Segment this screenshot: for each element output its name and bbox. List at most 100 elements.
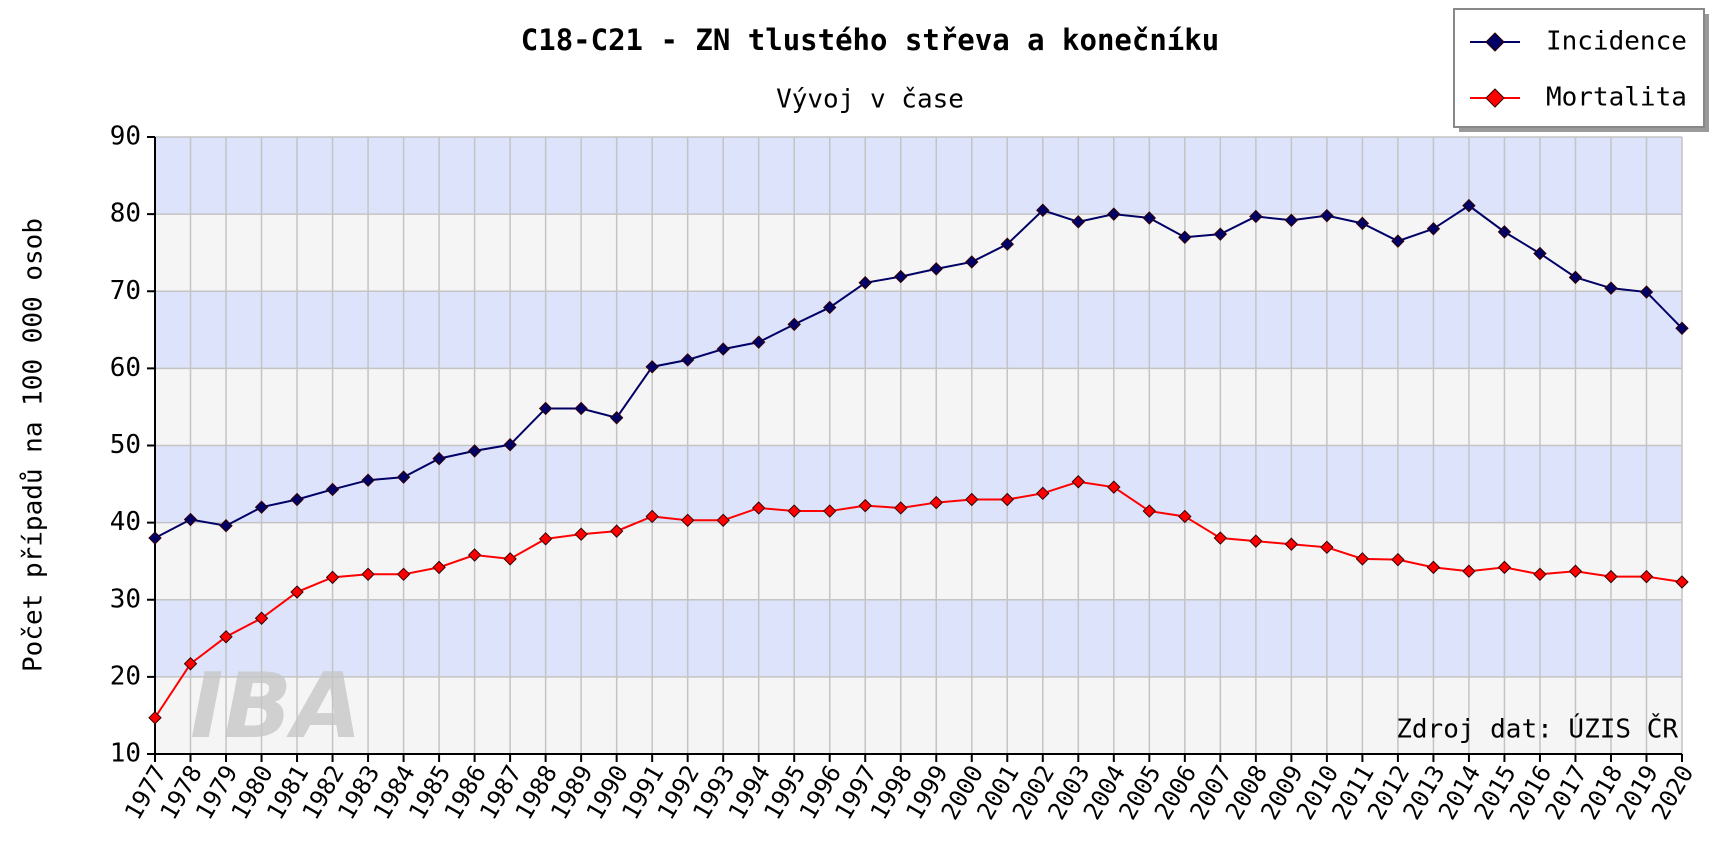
marker [1000, 237, 1014, 251]
legend-label: Incidence [1546, 27, 1687, 57]
marker [1604, 569, 1618, 584]
marker [538, 532, 553, 546]
marker [361, 473, 375, 487]
marker [1391, 552, 1405, 567]
marker [1213, 531, 1228, 545]
y-tick-label: 40 [110, 507, 141, 537]
series-line [154, 480, 1683, 719]
watermark: IBA [190, 654, 362, 759]
marker [219, 519, 233, 533]
y-tick-label: 10 [110, 739, 141, 769]
band [155, 445, 1682, 523]
marker [183, 512, 198, 527]
marker [467, 548, 482, 562]
y-tick-label: 60 [110, 353, 141, 383]
marker [609, 524, 624, 538]
marker [1320, 208, 1334, 223]
marker [751, 501, 766, 515]
marker [1178, 230, 1192, 244]
marker [432, 451, 446, 466]
band [155, 137, 1682, 215]
y-tick-label: 30 [110, 584, 141, 614]
marker [503, 552, 517, 566]
marker [1249, 209, 1263, 224]
band [155, 599, 1682, 677]
marker [290, 585, 304, 599]
band [155, 676, 1682, 754]
marker [823, 504, 837, 518]
marker [396, 470, 411, 484]
marker [787, 317, 801, 332]
marker [1675, 575, 1689, 589]
band [155, 214, 1682, 292]
marker [325, 570, 340, 585]
marker [645, 360, 659, 374]
marker [1568, 564, 1583, 578]
band [155, 522, 1682, 600]
legend-marker [1485, 88, 1505, 108]
marker [1000, 492, 1014, 507]
marker [716, 342, 730, 356]
marker [1426, 222, 1441, 236]
marker [1391, 234, 1405, 248]
marker [219, 630, 233, 644]
y-tick-label: 80 [110, 199, 141, 229]
marker [1284, 213, 1299, 228]
marker [1249, 534, 1263, 548]
marker [823, 300, 837, 315]
marker [574, 401, 588, 416]
marker [894, 269, 908, 284]
marker [929, 262, 943, 276]
marker [1497, 560, 1512, 575]
y-tick-label: 70 [110, 276, 141, 306]
marker [1213, 227, 1228, 241]
marker [1568, 270, 1583, 285]
marker [929, 495, 943, 510]
marker [325, 482, 340, 497]
marker [1036, 486, 1050, 501]
marker [751, 335, 766, 349]
marker [183, 657, 198, 671]
legend [1453, 8, 1705, 128]
y-tick-label: 90 [110, 122, 141, 152]
marker [361, 567, 375, 582]
marker [432, 560, 446, 575]
marker [609, 411, 624, 425]
marker [1355, 216, 1370, 231]
marker [1639, 285, 1654, 299]
marker [1639, 569, 1654, 584]
marker [1036, 203, 1050, 217]
marker [1533, 567, 1547, 582]
marker [1426, 560, 1441, 575]
marker [148, 531, 162, 545]
y-tick-label: 50 [110, 430, 141, 460]
marker [1604, 281, 1618, 295]
marker [254, 611, 269, 625]
marker [787, 504, 801, 518]
y-tick-label: 20 [110, 661, 141, 691]
marker [503, 438, 517, 452]
marker [680, 353, 695, 367]
marker [467, 444, 482, 458]
marker [716, 513, 730, 528]
marker [538, 401, 553, 416]
marker [148, 711, 162, 725]
marker [290, 492, 304, 507]
marker [1071, 215, 1086, 229]
marker [965, 492, 979, 507]
legend-marker [1485, 32, 1505, 52]
marker [1071, 475, 1086, 489]
legend-label: Mortalita [1546, 83, 1687, 113]
marker [858, 276, 872, 290]
series-line [154, 204, 1683, 539]
annotation: Zdroj dat: ÚZIS ČR [1396, 713, 1678, 745]
marker [1462, 564, 1476, 578]
marker [680, 513, 695, 528]
marker [1107, 480, 1121, 494]
marker [1142, 211, 1157, 225]
marker [1142, 504, 1157, 518]
marker [1675, 321, 1689, 335]
marker [1284, 537, 1299, 551]
marker [1178, 509, 1192, 524]
